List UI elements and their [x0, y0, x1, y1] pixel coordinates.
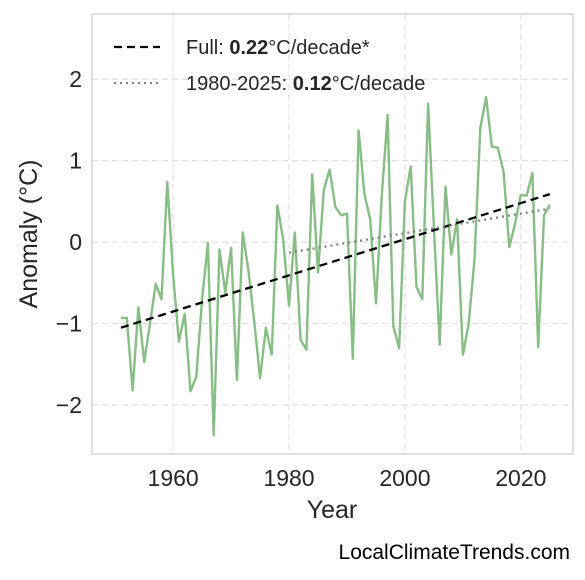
legend: Full: 0.22°C/decade* 1980-2025: 0.12°C/d…: [114, 37, 425, 95]
x-tick-label: 2020: [495, 465, 546, 491]
grid: [92, 14, 573, 454]
legend-label-full: Full: 0.22°C/decade*: [186, 37, 370, 59]
x-tick-label: 2000: [379, 465, 430, 491]
anomaly-series-line: [121, 95, 551, 437]
legend-label-recent: 1980-2025: 0.12°C/decade: [186, 73, 425, 95]
y-axis-title: Anomaly (°C): [15, 160, 43, 309]
x-tick-labels: 1960 1980 2000 2020: [148, 465, 547, 491]
y-tick-label: 1: [69, 148, 82, 174]
x-tick-label: 1980: [263, 465, 314, 491]
y-tick-label: −2: [56, 392, 82, 418]
plot-frame: [91, 13, 574, 455]
plot-background: [92, 14, 573, 454]
watermark: LocalClimateTrends.com: [339, 541, 570, 564]
y-tick-label: −1: [56, 311, 82, 337]
y-tick-label: 2: [69, 66, 82, 92]
trend-line-recent: [288, 207, 550, 254]
series-layer: [120, 95, 551, 437]
x-axis-title: Year: [307, 496, 358, 524]
y-tick-label: 0: [69, 229, 82, 255]
y-tick-labels: −2 −1 0 1 2: [56, 66, 82, 418]
trend-line-full: [120, 193, 551, 329]
x-tick-label: 1960: [148, 465, 199, 491]
